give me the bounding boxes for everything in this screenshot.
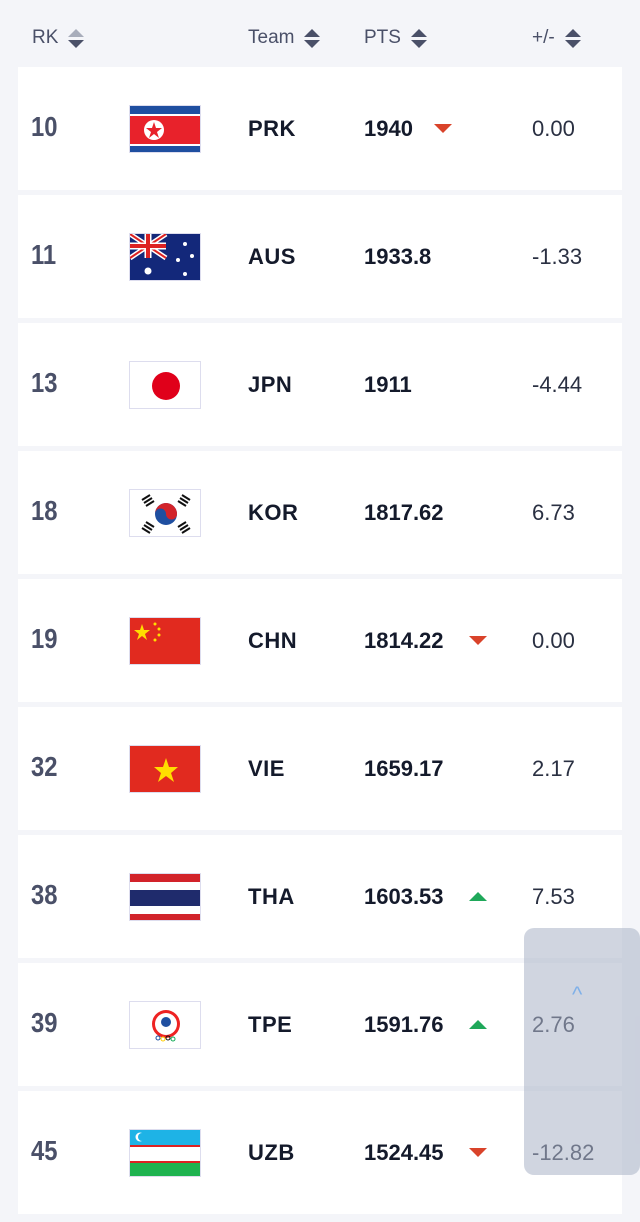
australia-flag-icon	[129, 233, 201, 281]
table-header: RK Team PTS +/-	[0, 0, 640, 67]
points-change: 6.73	[532, 500, 575, 525]
points: 1911	[364, 372, 412, 397]
table-row[interactable]: 13 JPN 1911 -4.44	[18, 323, 622, 446]
team-name[interactable]: THA	[248, 884, 295, 909]
rank: 18	[31, 495, 58, 526]
points: 1603.53	[364, 884, 444, 909]
table-row[interactable]: 18 KOR 1817.62 6.73	[18, 451, 622, 574]
trend-down-icon	[469, 636, 487, 645]
points-change: 2.17	[532, 756, 575, 781]
team-name[interactable]: JPN	[248, 372, 293, 397]
points: 1659.17	[364, 756, 444, 781]
uzbekistan-flag-icon	[129, 1129, 201, 1177]
table-row[interactable]: 11 AUS 1933.8 -1.33	[18, 195, 622, 318]
team-name[interactable]: CHN	[248, 628, 298, 653]
table-row[interactable]: 10 PRK 1940 0.00	[18, 67, 622, 190]
points-change: 0.00	[532, 116, 575, 141]
rank: 11	[31, 239, 57, 270]
points-change: 7.53	[532, 884, 575, 909]
table-row[interactable]: 45 UZB 1524.45 -12.82	[18, 1091, 622, 1214]
rank: 45	[31, 1135, 58, 1166]
table-row[interactable]: 32 VIE 1659.17 2.17	[18, 707, 622, 830]
points: 1524.45	[364, 1140, 444, 1165]
change-header: +/-	[532, 27, 555, 48]
japan-flag-icon	[129, 361, 201, 409]
trend-down-icon	[469, 1148, 487, 1157]
points: 1940	[364, 116, 413, 141]
rank: 10	[31, 111, 58, 142]
sort-change[interactable]: +/-	[532, 27, 581, 49]
sort-icon	[68, 28, 85, 48]
team-name[interactable]: AUS	[248, 244, 296, 269]
sort-points[interactable]: PTS	[364, 27, 427, 49]
rank: 39	[31, 1007, 58, 1038]
rank-header: RK	[32, 27, 59, 48]
south-korea-flag-icon	[129, 489, 201, 537]
team-name[interactable]: KOR	[248, 500, 299, 525]
vietnam-flag-icon	[129, 745, 201, 793]
points: 1817.62	[364, 500, 444, 525]
points: 1933.8	[364, 244, 432, 269]
china-flag-icon	[129, 617, 201, 665]
rank: 38	[31, 879, 58, 910]
sort-rank[interactable]: RK	[32, 27, 85, 49]
sort-team[interactable]: Team	[248, 27, 321, 49]
sort-icon	[304, 28, 321, 48]
table-row[interactable]: 38 THA 1603.53 7.53	[18, 835, 622, 958]
points: 1591.76	[364, 1012, 444, 1037]
team-name[interactable]: VIE	[248, 756, 285, 781]
rank: 19	[31, 623, 58, 654]
rank: 13	[31, 367, 58, 398]
trend-up-icon	[469, 1020, 487, 1029]
chinese-taipei-flag-icon	[129, 1001, 201, 1049]
trend-down-icon	[434, 124, 452, 133]
rank: 32	[31, 751, 58, 782]
scroll-to-top-button[interactable]: ^	[524, 928, 640, 1175]
chevron-up-icon: ^	[572, 982, 583, 1007]
team-name[interactable]: TPE	[248, 1012, 293, 1037]
points-change: -1.33	[532, 244, 583, 269]
sort-icon	[410, 28, 427, 48]
points: 1814.22	[364, 628, 444, 653]
points-change: 0.00	[532, 628, 575, 653]
points-change: -4.44	[532, 372, 583, 397]
sort-icon	[564, 28, 581, 48]
team-name[interactable]: PRK	[248, 116, 296, 141]
points-header: PTS	[364, 27, 401, 48]
team-header: Team	[248, 27, 295, 48]
table-row[interactable]: 19 CHN 1814.22 0.00	[18, 579, 622, 702]
team-name[interactable]: UZB	[248, 1140, 295, 1165]
trend-up-icon	[469, 892, 487, 901]
thailand-flag-icon	[129, 873, 201, 921]
north-korea-flag-icon	[129, 105, 201, 153]
table-row[interactable]: 39 TPE 1591.76 2.76	[18, 963, 622, 1086]
